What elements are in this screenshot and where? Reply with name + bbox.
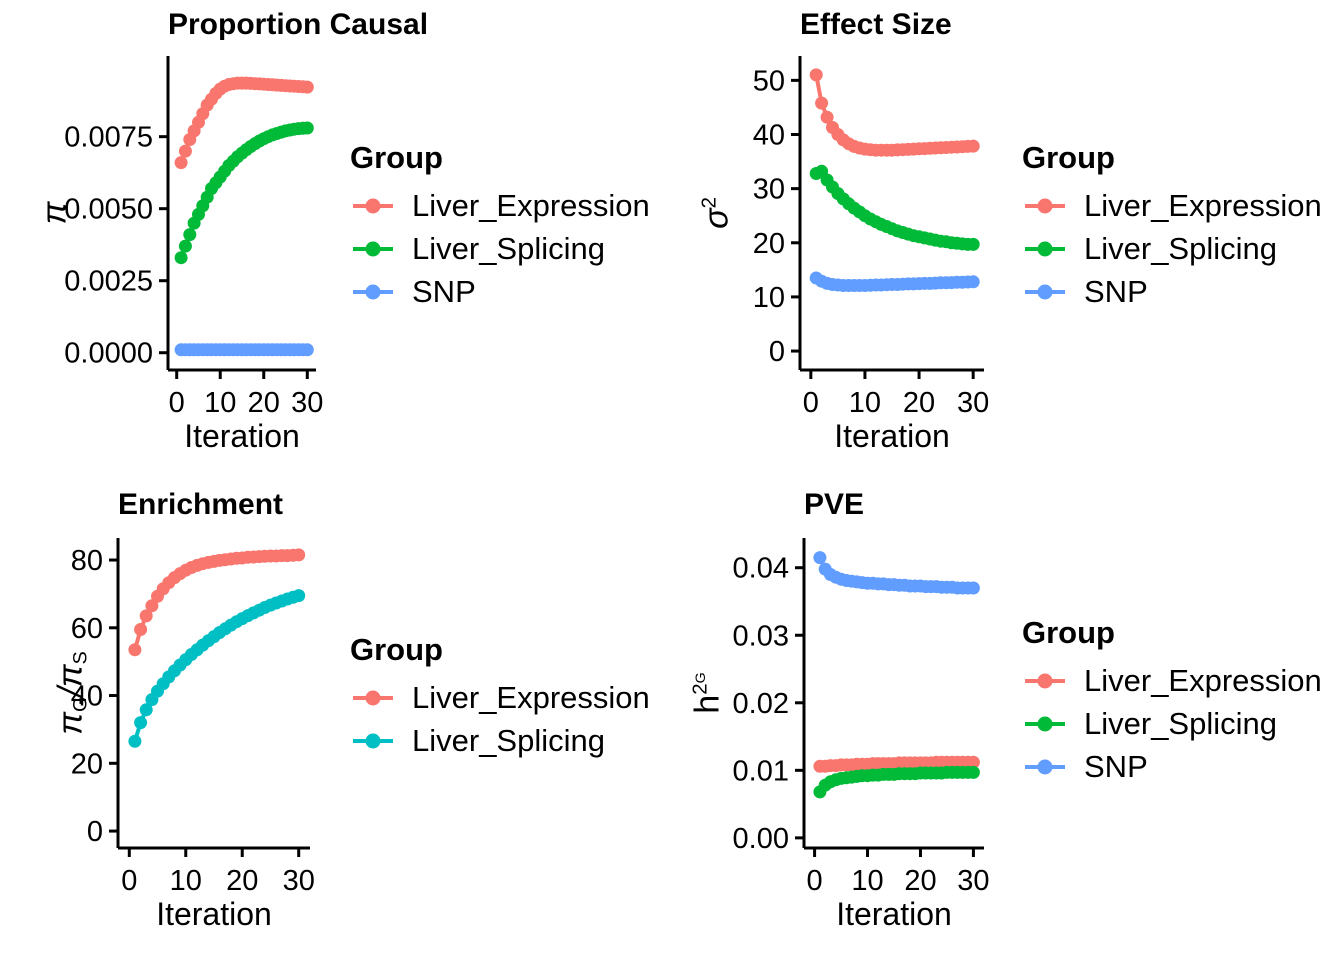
legend-item-label: SNP xyxy=(1084,748,1148,784)
legend-item-liver-splicing: Liver_Splicing xyxy=(1022,705,1322,741)
svg-text:0.0075: 0.0075 xyxy=(64,122,153,154)
svg-text:20: 20 xyxy=(904,865,936,897)
legend-item-liver-splicing: Liver_Splicing xyxy=(1022,230,1322,266)
svg-text:0: 0 xyxy=(807,865,823,897)
legend-item-snp: SNP xyxy=(350,273,650,309)
svg-text:30: 30 xyxy=(957,387,989,419)
svg-text:40: 40 xyxy=(71,681,103,713)
legend-item-liver-expression: Liver_Expression xyxy=(1022,662,1322,698)
legend-title: Group xyxy=(1022,140,1115,175)
svg-text:20: 20 xyxy=(71,748,103,780)
legend: Group Liver_Expression Liver_Splicing xyxy=(350,632,650,768)
svg-text:0.0000: 0.0000 xyxy=(64,338,153,370)
x-axis-label: Iteration xyxy=(184,418,300,454)
svg-text:30: 30 xyxy=(283,865,315,897)
svg-text:10: 10 xyxy=(170,865,202,897)
svg-text:0: 0 xyxy=(121,865,137,897)
legend: Group Liver_Expression Liver_Splicing SN… xyxy=(1022,140,1322,319)
legend-item-label: SNP xyxy=(1084,273,1148,309)
svg-text:0: 0 xyxy=(169,387,185,419)
svg-text:30: 30 xyxy=(291,387,323,419)
svg-text:0.02: 0.02 xyxy=(733,688,789,720)
svg-text:50: 50 xyxy=(753,65,785,97)
legend-key-icon xyxy=(1025,198,1065,213)
x-axis-label: Iteration xyxy=(836,896,952,932)
svg-text:0.03: 0.03 xyxy=(733,620,789,652)
svg-text:20: 20 xyxy=(248,387,280,419)
svg-text:60: 60 xyxy=(71,613,103,645)
chart-title: Proportion Causal xyxy=(168,8,429,41)
svg-text:10: 10 xyxy=(849,387,881,419)
legend-title: Group xyxy=(350,140,443,175)
legend-key-icon xyxy=(1025,716,1065,731)
legend-item-liver-expression: Liver_Expression xyxy=(350,679,650,715)
legend-title: Group xyxy=(1022,615,1115,650)
chart-title: Effect Size xyxy=(800,8,952,41)
legend-key-icon xyxy=(1025,673,1065,688)
panel-effect-size: 0 10 20 30 40 50 0 10 20 30 Effect Size σ2 Iterat… xyxy=(672,0,1344,480)
svg-text:80: 80 xyxy=(71,545,103,577)
svg-text:20: 20 xyxy=(753,228,785,260)
legend-key-icon xyxy=(1025,241,1065,256)
legend-item-label: Liver_Expression xyxy=(412,679,650,715)
legend-item-liver-expression: Liver_Expression xyxy=(1022,187,1322,223)
y-axis-label: πG/πS xyxy=(51,651,92,735)
legend-item-liver-expression: Liver_Expression xyxy=(350,187,650,223)
legend: Group Liver_Expression Liver_Splicing SN… xyxy=(1022,615,1322,794)
svg-text:10: 10 xyxy=(204,387,236,419)
y-axis-label: h2G xyxy=(688,672,727,714)
legend: Group Liver_Expression Liver_Splicing SN… xyxy=(350,140,650,319)
chart-title: Enrichment xyxy=(118,488,284,521)
x-axis-label: Iteration xyxy=(834,418,950,454)
legend-item-label: Liver_Expression xyxy=(1084,187,1322,223)
legend-item-label: Liver_Splicing xyxy=(1084,230,1277,266)
svg-text:20: 20 xyxy=(903,387,935,419)
legend-item-label: SNP xyxy=(412,273,476,309)
legend-key-icon xyxy=(353,690,393,705)
svg-text:0.01: 0.01 xyxy=(733,755,789,787)
svg-text:0: 0 xyxy=(769,336,785,368)
y-axis-label: π xyxy=(35,201,74,225)
y-axis-label: σ2 xyxy=(697,197,736,229)
svg-text:0: 0 xyxy=(803,387,819,419)
legend-item-label: Liver_Expression xyxy=(1084,662,1322,698)
svg-text:0.04: 0.04 xyxy=(733,553,789,585)
x-axis-label: Iteration xyxy=(156,896,272,932)
svg-text:30: 30 xyxy=(957,865,989,897)
legend-item-label: Liver_Expression xyxy=(412,187,650,223)
panel-proportion-causal: 0.0000 0.0025 0.0050 0.0075 0 10 20 30 Proporti… xyxy=(0,0,672,480)
legend-key-icon xyxy=(353,284,393,299)
legend-key-icon xyxy=(353,198,393,213)
svg-text:10: 10 xyxy=(753,282,785,314)
svg-text:0.0025: 0.0025 xyxy=(64,266,153,298)
legend-title: Group xyxy=(350,632,443,667)
plot-area-pve: 0.00 0.01 0.02 0.03 0.04 0 10 20 30 xyxy=(733,538,990,897)
svg-text:10: 10 xyxy=(851,865,883,897)
legend-item-snp: SNP xyxy=(1022,748,1322,784)
svg-text:0.0050: 0.0050 xyxy=(64,194,153,226)
svg-text:40: 40 xyxy=(753,120,785,152)
legend-item-snp: SNP xyxy=(1022,273,1322,309)
legend-item-liver-splicing: Liver_Splicing xyxy=(350,722,650,758)
legend-key-icon xyxy=(353,241,393,256)
svg-text:0: 0 xyxy=(87,816,103,848)
legend-key-icon xyxy=(1025,759,1065,774)
panel-pve: 0.00 0.01 0.02 0.03 0.04 0 10 20 30 PVE h2G Iter… xyxy=(672,480,1344,960)
svg-text:30: 30 xyxy=(753,174,785,206)
legend-item-label: Liver_Splicing xyxy=(412,230,605,266)
plot-area-effect-size: 0 10 20 30 40 50 0 10 20 30 xyxy=(753,56,989,419)
svg-text:0.00: 0.00 xyxy=(733,823,789,855)
svg-text:20: 20 xyxy=(226,865,258,897)
plot-area-enrichment: 0 20 40 60 80 0 10 20 30 xyxy=(71,538,315,897)
legend-item-label: Liver_Splicing xyxy=(412,722,605,758)
plot-area-proportion-causal: 0.0000 0.0025 0.0050 0.0075 0 10 20 30 xyxy=(64,56,323,419)
legend-key-icon xyxy=(1025,284,1065,299)
panel-enrichment: 0 20 40 60 80 0 10 20 30 Enrichment πG/πS Iterat… xyxy=(0,480,672,960)
legend-key-icon xyxy=(353,733,393,748)
legend-item-liver-splicing: Liver_Splicing xyxy=(350,230,650,266)
chart-title: PVE xyxy=(804,488,865,521)
legend-item-label: Liver_Splicing xyxy=(1084,705,1277,741)
